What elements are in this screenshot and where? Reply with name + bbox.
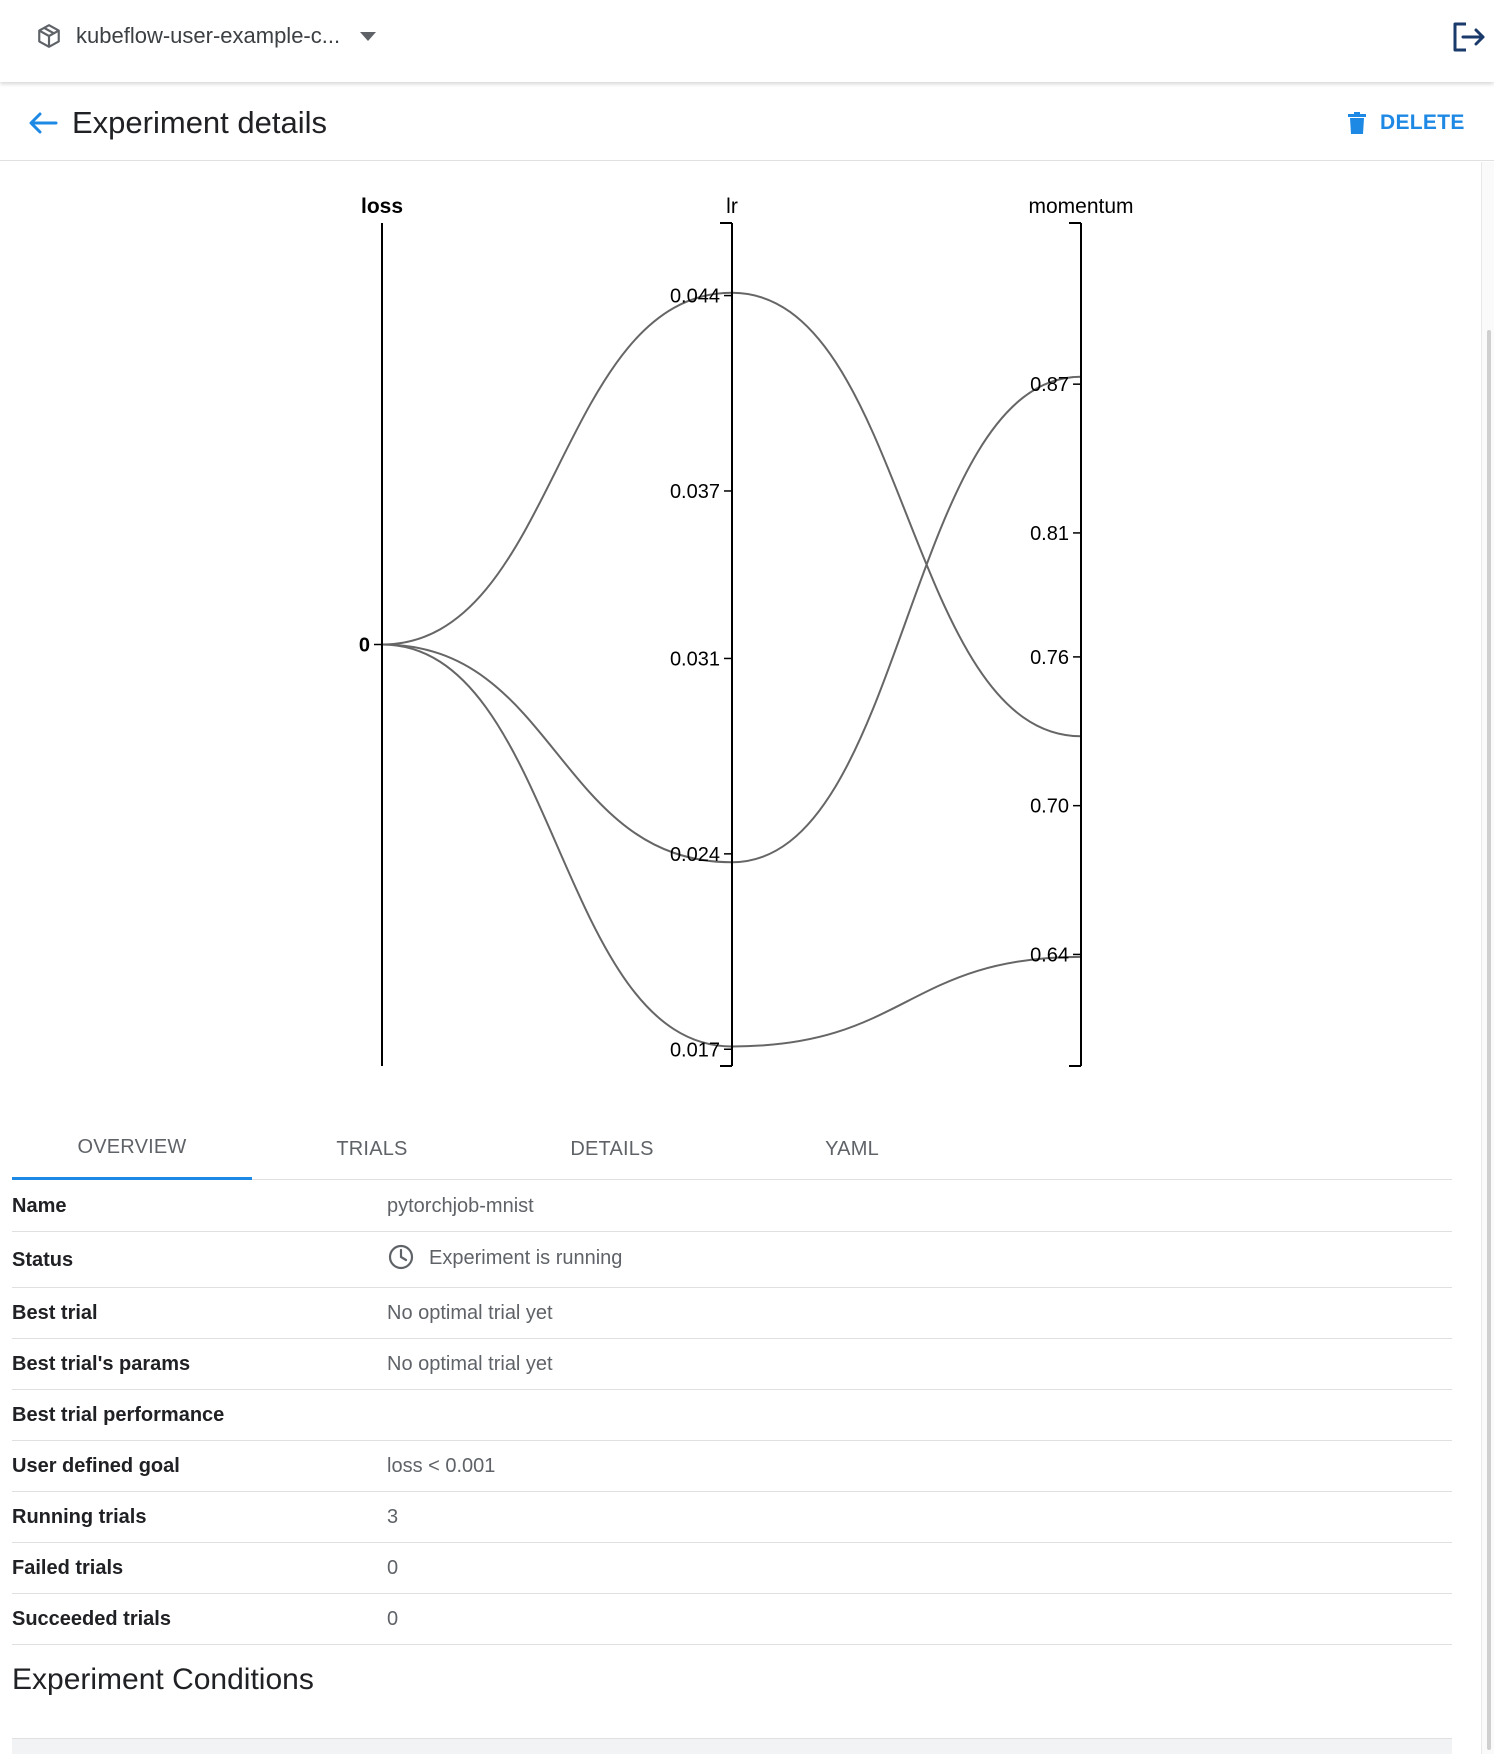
tick-label: 0.031 [670, 648, 720, 670]
delete-label: DELETE [1380, 111, 1465, 134]
info-key: Name [12, 1195, 67, 1217]
tick-label: 0.87 [1030, 374, 1069, 396]
tick-label: 0.76 [1030, 647, 1069, 669]
namespace-selector[interactable]: kubeflow-user-example-c... [34, 19, 377, 53]
top-toolbar: kubeflow-user-example-c... [0, 0, 1494, 82]
trial-line [381, 643, 1082, 1048]
info-value: 0 [387, 1557, 399, 1579]
tick-label: 0.037 [670, 481, 720, 503]
info-row-name: Name pytorchjob-mnist [12, 1181, 1452, 1232]
page-title: Experiment details [72, 105, 328, 140]
tab-bar: OVERVIEW TRIALS DETAILS YAML [12, 1118, 1452, 1180]
clock-icon [387, 1243, 415, 1271]
trash-icon [1346, 110, 1368, 136]
tab-overview[interactable]: OVERVIEW [12, 1118, 252, 1180]
info-row-best-trial: Best trial No optimal trial yet [12, 1288, 1452, 1339]
info-row-best-trial-performance: Best trial performance [12, 1390, 1452, 1441]
info-value: 3 [387, 1506, 399, 1528]
tick-label: 0.70 [1030, 796, 1069, 818]
tab-details[interactable]: DETAILS [570, 1137, 654, 1160]
scrollbar-thumb[interactable] [1487, 330, 1491, 1750]
tick-label: 0.044 [670, 286, 720, 308]
info-value: loss < 0.001 [387, 1455, 496, 1477]
info-value: 0 [387, 1608, 399, 1630]
delete-button[interactable]: DELETE [1346, 106, 1465, 140]
axis-title: loss [361, 195, 403, 218]
tick-label: 0.024 [670, 844, 720, 866]
info-row-best-trial-params: Best trial's params No optimal trial yet [12, 1339, 1452, 1390]
info-key: Running trials [12, 1506, 147, 1528]
info-value: No optimal trial yet [387, 1353, 553, 1375]
page-header: Experiment details DELETE [0, 82, 1494, 161]
trial-line [381, 375, 1082, 864]
info-value: No optimal trial yet [387, 1302, 553, 1324]
tab-trials[interactable]: TRIALS [336, 1137, 408, 1160]
caret-down-icon [360, 31, 377, 41]
info-row-running-trials: Running trials 3 [12, 1492, 1452, 1543]
info-key: Best trial's params [12, 1353, 191, 1375]
parallel-coordinates-chart: loss 0 lr 0.044 0.037 0.031 0.024 0.017 momentum… [359, 195, 1134, 1067]
info-row-succeeded-trials: Succeeded trials 0 [12, 1594, 1452, 1645]
logout-icon[interactable] [1450, 18, 1488, 56]
info-value: pytorchjob-mnist [387, 1195, 534, 1217]
info-row-failed-trials: Failed trials 0 [12, 1543, 1452, 1594]
info-key: Best trial performance [12, 1404, 225, 1426]
info-key: Status [12, 1249, 74, 1271]
info-key: Succeeded trials [12, 1608, 171, 1630]
tick-label: 0.81 [1030, 523, 1069, 545]
arrow-back-icon[interactable] [26, 106, 60, 140]
status-text: Experiment is running [429, 1247, 623, 1269]
tab-yaml[interactable]: YAML [825, 1137, 879, 1160]
conditions-table-header [12, 1738, 1452, 1754]
conditions-title: Experiment Conditions [12, 1663, 314, 1696]
tick-label: 0 [359, 635, 370, 657]
cube-icon [34, 21, 64, 51]
tick-label: 0.017 [670, 1039, 720, 1061]
namespace-label: kubeflow-user-example-c... [76, 23, 341, 48]
info-row-user-defined-goal: User defined goal loss < 0.001 [12, 1441, 1452, 1492]
info-key: Failed trials [12, 1557, 124, 1579]
axis-title: momentum [1028, 195, 1133, 218]
info-key: Best trial [12, 1302, 98, 1324]
info-key: User defined goal [12, 1455, 180, 1477]
info-value: Experiment is running [387, 1243, 623, 1271]
axis-title: lr [726, 195, 738, 218]
info-row-status: Status Experiment is running [12, 1232, 1452, 1288]
tick-label: 0.64 [1030, 944, 1069, 966]
